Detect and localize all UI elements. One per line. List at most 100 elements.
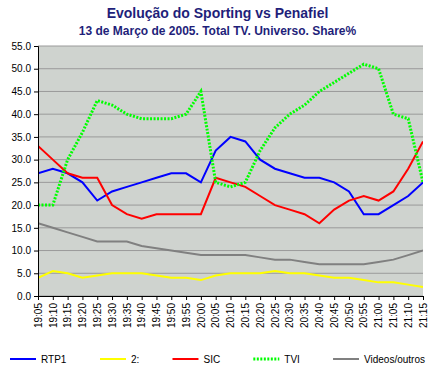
tick-label: 25.0 [12,177,32,188]
tick: 30.0 [12,154,38,165]
legend-label: SIC [203,354,220,365]
tick: 25.0 [12,177,38,188]
tick-mark [171,296,172,300]
tick: 19:40 [136,296,147,328]
tick: 5.0 [17,268,38,279]
tick-label: 5.0 [17,268,31,279]
tick: 20:40 [314,296,325,328]
legend-swatch [10,358,36,360]
tick-mark [290,296,291,300]
tick: 20:50 [344,296,355,328]
tick: 19:10 [48,296,59,328]
legend-item: SIC [172,354,220,365]
tick: 20:00 [196,296,207,328]
tick-mark [393,296,394,300]
grid-line [38,250,423,251]
tick: 20:45 [329,296,340,328]
tick: 20:35 [299,296,310,328]
tick-label: 19:40 [136,303,147,328]
tick-label: 19:50 [166,303,177,328]
chart: Evolução do Sporting vs Penafiel13 de Ma… [0,0,435,375]
tick-mark [260,296,261,300]
tick-label: 55.0 [12,41,32,52]
tick-mark [423,296,424,300]
tick-mark [34,69,38,70]
grid-line [38,91,423,92]
axis-line [34,47,39,297]
tick: 55.0 [12,41,38,52]
tick-label: 19:05 [33,303,44,328]
axis-line [39,297,424,301]
tick: 19:05 [33,296,44,328]
grid-line [38,205,423,206]
x-axis: 19:0519:1019:1519:2019:2519:3019:3519:40… [33,296,429,328]
tick-label: 19:35 [122,303,133,328]
legend: RTP12:SICTVIVideos/outros [10,354,425,365]
tick-mark [34,91,38,92]
legend-swatch [100,358,126,360]
tick: 19:45 [151,296,162,328]
series-group [38,64,423,287]
tick-label: 20:30 [284,303,295,328]
tick: 20.0 [12,200,38,211]
tick-mark [408,296,409,300]
tick-mark [34,296,38,297]
tick: 19:50 [166,296,177,328]
tick-mark [201,296,202,300]
tick-mark [34,160,38,161]
legend-item: TVI [253,354,300,365]
tick-label: 20:05 [210,303,221,328]
tick-label: 19:25 [92,303,103,328]
tick: 21:15 [418,296,429,328]
y-axis: 0.05.010.015.020.025.030.035.040.045.050… [12,41,39,302]
tick-label: 19:15 [62,303,73,328]
grid [38,46,423,296]
tick-label: 20:00 [196,303,207,328]
tick-label: 10.0 [12,245,32,256]
tick-label: 20:55 [358,303,369,328]
tick-mark [82,296,83,300]
tick-label: 19:30 [107,303,118,328]
tick-mark [275,296,276,300]
legend-swatch [172,358,198,360]
series-line [38,271,423,287]
tick-label: 0.0 [17,291,31,302]
tick-label: 20:10 [225,303,236,328]
tick-mark [34,205,38,206]
tick-mark [112,296,113,300]
tick-mark [216,296,217,300]
series-line [38,141,423,223]
tick: 20:55 [358,296,369,328]
grid-line [38,159,423,160]
tick-label: 19:45 [151,303,162,328]
series-line [38,64,423,205]
tick-mark [34,182,38,183]
legend-item: RTP1 [10,354,67,365]
tick-label: 20:45 [329,303,340,328]
tick-label: 20.0 [12,200,32,211]
tick-mark [38,296,39,300]
tick-mark [34,137,38,138]
tick-label: 20:50 [344,303,355,328]
tick-label: 21:15 [418,303,429,328]
tick-label: 40.0 [12,109,32,120]
tick: 20:20 [255,296,266,328]
tick: 21:00 [373,296,384,328]
tick-label: 21:00 [373,303,384,328]
legend-swatch [333,358,359,360]
tick: 50.0 [12,63,38,74]
tick: 19:55 [181,296,192,328]
tick-label: 20:35 [299,303,310,328]
tick-mark [305,296,306,300]
tick: 20:25 [270,296,281,328]
grid-line [38,114,423,115]
tick-mark [34,251,38,252]
tick-label: 45.0 [12,86,32,97]
tick: 20:10 [225,296,236,328]
plot-area [38,46,423,296]
tick-label: 20:20 [255,303,266,328]
tick-mark [379,296,380,300]
tick-label: 19:10 [48,303,59,328]
legend-label: TVI [284,354,300,365]
tick-label: 30.0 [12,154,32,165]
